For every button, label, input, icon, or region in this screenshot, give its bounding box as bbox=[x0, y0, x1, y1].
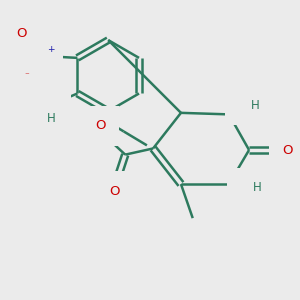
Text: N: N bbox=[40, 50, 50, 63]
Text: O: O bbox=[47, 99, 58, 112]
Text: O: O bbox=[16, 27, 27, 40]
Text: O: O bbox=[283, 143, 293, 157]
Text: O: O bbox=[15, 70, 25, 84]
Text: H: H bbox=[251, 99, 260, 112]
Text: O: O bbox=[95, 119, 106, 132]
Text: H: H bbox=[253, 181, 262, 194]
Text: H: H bbox=[47, 112, 56, 125]
Text: N: N bbox=[238, 99, 248, 112]
Text: N: N bbox=[240, 181, 250, 194]
Text: ⁻: ⁻ bbox=[24, 71, 29, 80]
Text: O: O bbox=[109, 185, 119, 198]
Text: +: + bbox=[47, 45, 54, 54]
